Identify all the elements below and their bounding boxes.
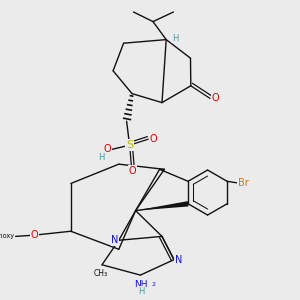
Text: H: H (98, 153, 104, 162)
Text: O: O (104, 144, 112, 154)
Text: S: S (126, 140, 133, 150)
Text: CH₃: CH₃ (93, 269, 107, 278)
Text: N: N (175, 255, 182, 265)
Text: O: O (128, 166, 136, 176)
Text: NH: NH (135, 280, 148, 289)
Text: O: O (212, 93, 219, 103)
Text: O: O (31, 230, 39, 240)
Polygon shape (136, 201, 188, 211)
Text: Br: Br (238, 178, 249, 188)
Text: H: H (172, 34, 178, 43)
Text: O: O (150, 134, 158, 144)
Text: N: N (111, 235, 118, 245)
Text: methoxy: methoxy (0, 233, 14, 239)
Text: H: H (138, 286, 145, 296)
Text: 2: 2 (152, 283, 156, 287)
